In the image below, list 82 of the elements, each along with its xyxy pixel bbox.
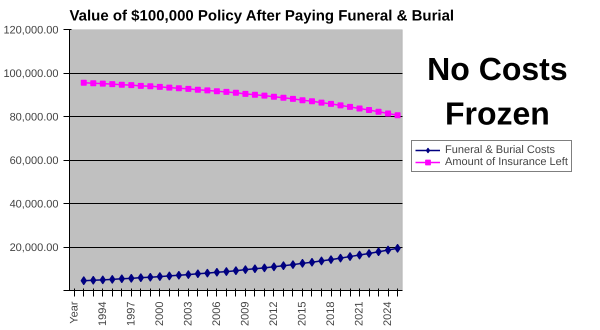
y-tick-label: 60,000.00 [10, 155, 58, 167]
point [252, 264, 258, 274]
chart-title: Value of $100,000 Policy After Paying Funeral & Burial [70, 8, 454, 24]
point [318, 256, 325, 266]
y-tick-label: 120,000.00 [3, 24, 59, 36]
point [394, 112, 401, 118]
point [338, 102, 344, 108]
point [156, 272, 164, 282]
point [223, 267, 230, 276]
legend-label: Amount of Insurance Left [445, 156, 568, 168]
point [270, 262, 278, 272]
x-tick-label: 1994 [96, 301, 109, 326]
point [346, 252, 354, 262]
point [185, 270, 192, 280]
x-tick-label: Year [68, 301, 80, 324]
point [128, 82, 134, 88]
x-tick-label: 2000 [154, 301, 166, 326]
point [176, 270, 182, 280]
point [290, 96, 296, 102]
x-tick-label: 1997 [125, 301, 138, 326]
point [366, 249, 372, 258]
text: No Costs Frozen [427, 50, 568, 132]
point [280, 261, 287, 270]
point [166, 84, 172, 91]
point [280, 94, 286, 101]
point [185, 86, 192, 92]
point [261, 263, 268, 272]
x-tick-label: 2018 [325, 301, 337, 326]
point [147, 83, 154, 90]
point [347, 104, 354, 110]
point [214, 88, 220, 94]
x-tick-label: 2021 [354, 301, 366, 326]
point [375, 247, 382, 256]
x-tick-label: 2009 [239, 301, 252, 326]
point [223, 88, 230, 95]
point [80, 80, 87, 86]
y-tick-label: 100,000.00 [3, 68, 59, 80]
point [308, 98, 315, 104]
point [270, 94, 277, 100]
point [204, 87, 210, 94]
point [214, 268, 220, 277]
point [109, 81, 116, 88]
point [328, 100, 334, 107]
y-tick-label: 80,000.00 [10, 112, 58, 124]
point [385, 110, 392, 116]
point [384, 246, 392, 255]
point [356, 105, 363, 112]
x-tick-label: 2012 [268, 301, 280, 326]
point [299, 97, 306, 104]
point [194, 86, 201, 93]
point [100, 80, 106, 87]
point [176, 85, 182, 92]
point [118, 82, 125, 88]
point [318, 100, 324, 106]
point [156, 84, 163, 90]
y-tick-label: 20,000.00 [10, 242, 58, 254]
point [394, 244, 401, 253]
point [366, 106, 372, 113]
point [232, 266, 240, 276]
point [337, 254, 344, 263]
point [90, 80, 96, 86]
x-tick-label: 2024 [382, 301, 394, 326]
legend-label: Funeral & Burial Costs [445, 144, 556, 156]
point [308, 258, 316, 267]
point [252, 92, 258, 98]
point [232, 90, 239, 96]
point [376, 108, 382, 115]
point [328, 255, 334, 264]
x-tick-label: 2003 [182, 301, 194, 326]
x-tick-label: 2015 [296, 301, 308, 326]
point [290, 260, 296, 270]
point [356, 250, 363, 260]
point [138, 82, 144, 89]
point [166, 271, 173, 280]
x-tick-label: 2006 [210, 301, 223, 326]
point [242, 90, 248, 97]
point [299, 258, 306, 268]
point [194, 269, 202, 278]
point [204, 268, 211, 278]
point [242, 265, 249, 274]
point [261, 92, 268, 99]
y-tick-label: 40,000.00 [10, 198, 58, 210]
